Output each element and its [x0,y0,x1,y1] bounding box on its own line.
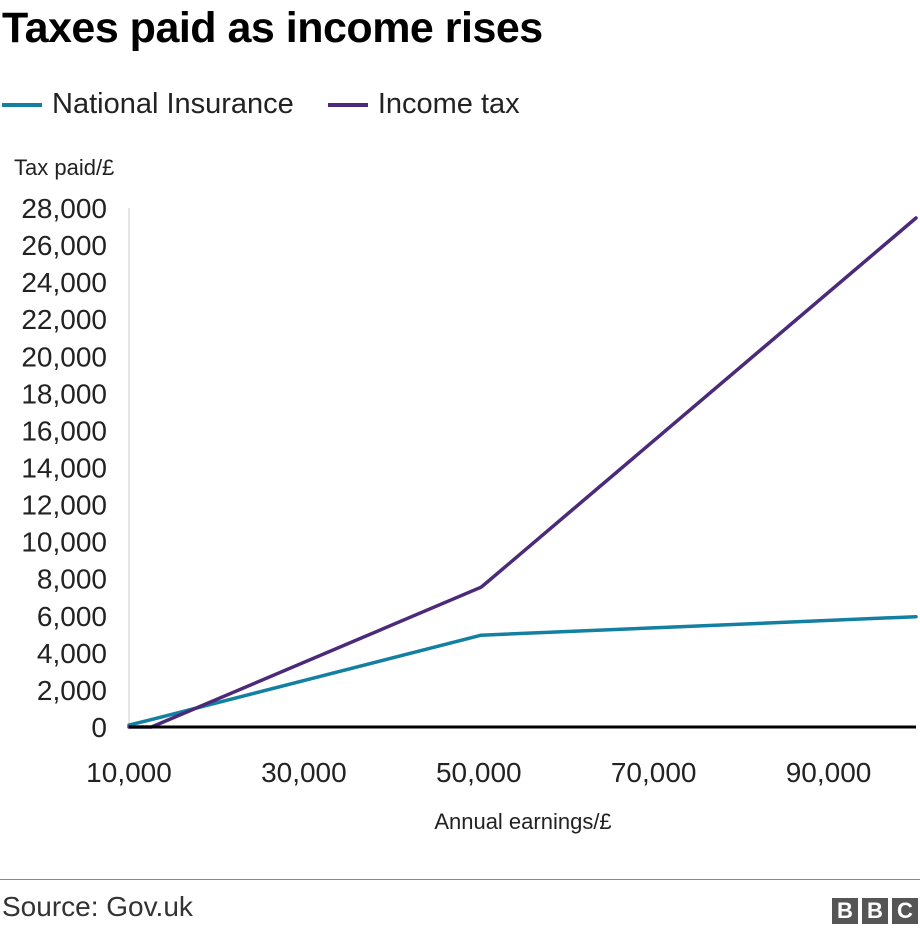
source-divider [0,879,920,880]
x-tick-label: 50,000 [436,757,522,788]
y-tick-label: 8,000 [37,564,107,595]
y-tick-label: 24,000 [21,267,107,298]
y-tick-label: 26,000 [21,230,107,261]
y-tick-label: 16,000 [21,415,107,446]
bbc-logo-letter: C [892,898,918,924]
x-axis-label: Annual earnings/£ [434,809,611,834]
y-tick-label: 0 [91,712,107,743]
y-tick-label: 2,000 [37,675,107,706]
national-insurance-line [127,614,918,727]
y-tick-label: 28,000 [21,193,107,224]
legend-swatch-income-tax [327,102,368,107]
income-tax-line [127,216,918,729]
line-chart: Tax paid/£ 0 2,000 4,000 6,000 8,000 10,000 12,… [14,155,918,834]
legend-item-national-insurance: National Insurance [2,88,294,121]
x-tick-label: 30,000 [261,757,347,788]
legend: National Insurance Income tax [2,88,554,121]
x-tick-label: 70,000 [611,757,697,788]
y-tick-label: 22,000 [21,304,107,335]
y-tick-label: 18,000 [21,378,107,409]
source-note: Source: Gov.uk [2,891,193,922]
bbc-logo: B B C [828,898,918,924]
y-tick-label: 12,000 [21,490,107,521]
y-tick-label: 14,000 [21,453,107,484]
bbc-logo-letter: B [832,898,858,924]
y-tick-label: 4,000 [37,638,107,669]
y-tick-label: 20,000 [21,341,107,372]
legend-item-income-tax: Income tax [327,88,520,121]
bbc-logo-letter: B [862,898,888,924]
y-tick-label: 10,000 [21,527,107,558]
x-tick-label: 90,000 [786,757,872,788]
legend-label-income-tax: Income tax [377,88,520,120]
legend-swatch-national-insurance [2,102,42,107]
chart-title: Taxes paid as income rises [2,4,543,52]
y-tick-label: 6,000 [37,601,107,632]
y-axis-label: Tax paid/£ [14,155,114,180]
legend-label-national-insurance: National Insurance [52,88,294,120]
x-tick-label: 10,000 [86,757,172,788]
